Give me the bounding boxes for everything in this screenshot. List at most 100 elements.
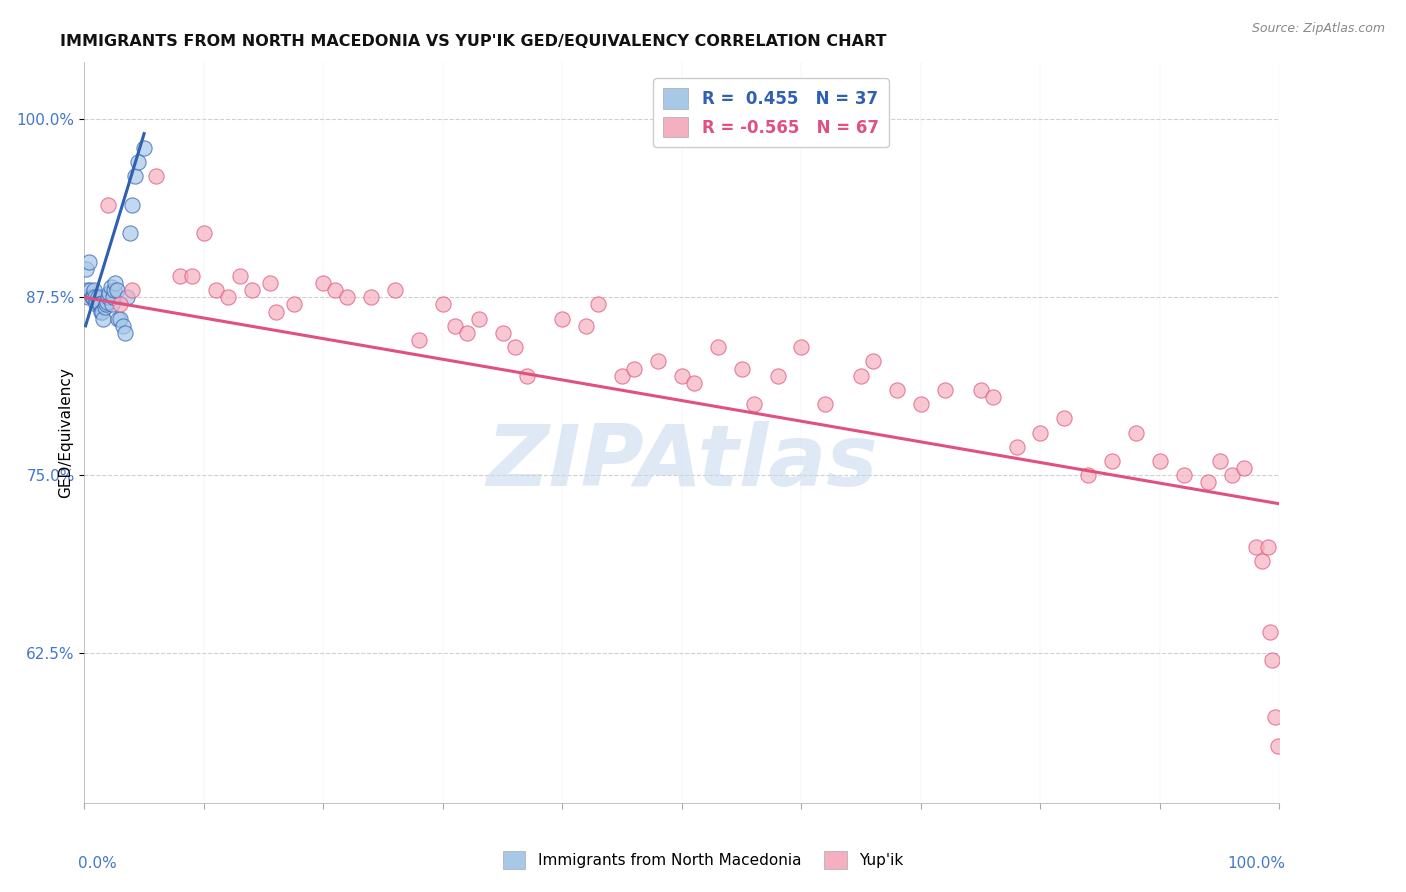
Point <box>707 340 730 354</box>
Point <box>1257 540 1279 554</box>
Point <box>1173 468 1195 483</box>
Legend: R =  0.455   N = 37, R = -0.565   N = 67: R = 0.455 N = 37, R = -0.565 N = 67 <box>654 78 889 147</box>
Point <box>1258 624 1281 639</box>
Point <box>77 254 100 268</box>
Text: 100.0%: 100.0% <box>1227 856 1285 871</box>
Point <box>76 283 98 297</box>
Point <box>623 361 645 376</box>
Point <box>731 361 754 376</box>
Point <box>121 283 143 297</box>
Point <box>77 290 100 304</box>
Point <box>408 333 430 347</box>
Point <box>1149 454 1171 468</box>
Point <box>124 169 146 184</box>
Point <box>647 354 669 368</box>
Point <box>93 311 115 326</box>
Point <box>1261 653 1284 667</box>
Point <box>742 397 765 411</box>
Point <box>1209 454 1232 468</box>
Point <box>101 297 124 311</box>
Point <box>934 383 956 397</box>
Point <box>80 290 103 304</box>
Point <box>205 283 228 297</box>
Point <box>117 290 139 304</box>
Text: IMMIGRANTS FROM NORTH MACEDONIA VS YUP'IK GED/EQUIVALENCY CORRELATION CHART: IMMIGRANTS FROM NORTH MACEDONIA VS YUP'I… <box>60 34 887 49</box>
Point <box>86 290 108 304</box>
Point <box>103 283 125 297</box>
Text: Source: ZipAtlas.com: Source: ZipAtlas.com <box>1251 22 1385 36</box>
Point <box>87 297 110 311</box>
Point <box>612 368 634 383</box>
Point <box>100 280 122 294</box>
Point <box>98 286 121 301</box>
Point <box>217 290 239 304</box>
Point <box>82 290 104 304</box>
Point <box>110 297 132 311</box>
Point <box>181 268 204 283</box>
Point <box>97 290 120 304</box>
Point <box>551 311 574 326</box>
Point <box>456 326 478 340</box>
Point <box>1053 411 1076 425</box>
Point <box>1233 461 1256 475</box>
Point <box>1250 554 1272 568</box>
Point <box>312 276 335 290</box>
Point <box>1029 425 1052 440</box>
Point <box>981 390 1004 404</box>
Point <box>121 198 143 212</box>
Point <box>492 326 515 340</box>
Point <box>790 340 813 354</box>
Point <box>1077 468 1099 483</box>
Point <box>671 368 693 383</box>
Point <box>970 383 993 397</box>
Point <box>259 276 281 290</box>
Point <box>118 227 141 241</box>
Point <box>145 169 167 184</box>
Point <box>1005 440 1028 454</box>
Point <box>111 318 134 333</box>
Point <box>114 326 136 340</box>
Point <box>79 283 101 297</box>
Point <box>283 297 305 311</box>
Point <box>325 283 347 297</box>
Point <box>86 297 108 311</box>
Point <box>575 318 598 333</box>
Point <box>193 227 215 241</box>
Point <box>910 397 932 411</box>
Point <box>97 198 120 212</box>
Point <box>766 368 789 383</box>
Y-axis label: GED/Equivalency: GED/Equivalency <box>58 368 73 498</box>
Point <box>110 311 132 326</box>
Point <box>432 297 454 311</box>
Point <box>468 311 491 326</box>
Point <box>1101 454 1123 468</box>
Point <box>169 268 191 283</box>
Point <box>90 304 112 318</box>
Text: ZIPAtlas: ZIPAtlas <box>486 421 877 504</box>
Point <box>104 276 127 290</box>
Point <box>1244 540 1267 554</box>
Point <box>132 141 156 155</box>
Point <box>503 340 526 354</box>
Point <box>1264 710 1286 724</box>
Legend: Immigrants from North Macedonia, Yup'ik: Immigrants from North Macedonia, Yup'ik <box>496 845 910 875</box>
Point <box>516 368 538 383</box>
Point <box>229 268 252 283</box>
Point <box>89 297 111 311</box>
Point <box>94 297 117 311</box>
Point <box>101 290 124 304</box>
Point <box>240 283 263 297</box>
Point <box>1125 425 1147 440</box>
Point <box>886 383 908 397</box>
Point <box>84 290 107 304</box>
Point <box>91 304 114 318</box>
Point <box>683 376 706 390</box>
Point <box>264 304 287 318</box>
Point <box>814 397 837 411</box>
Point <box>105 283 128 297</box>
Point <box>1220 468 1243 483</box>
Text: 0.0%: 0.0% <box>79 856 117 871</box>
Point <box>336 290 359 304</box>
Point <box>851 368 873 383</box>
Point <box>83 283 105 297</box>
